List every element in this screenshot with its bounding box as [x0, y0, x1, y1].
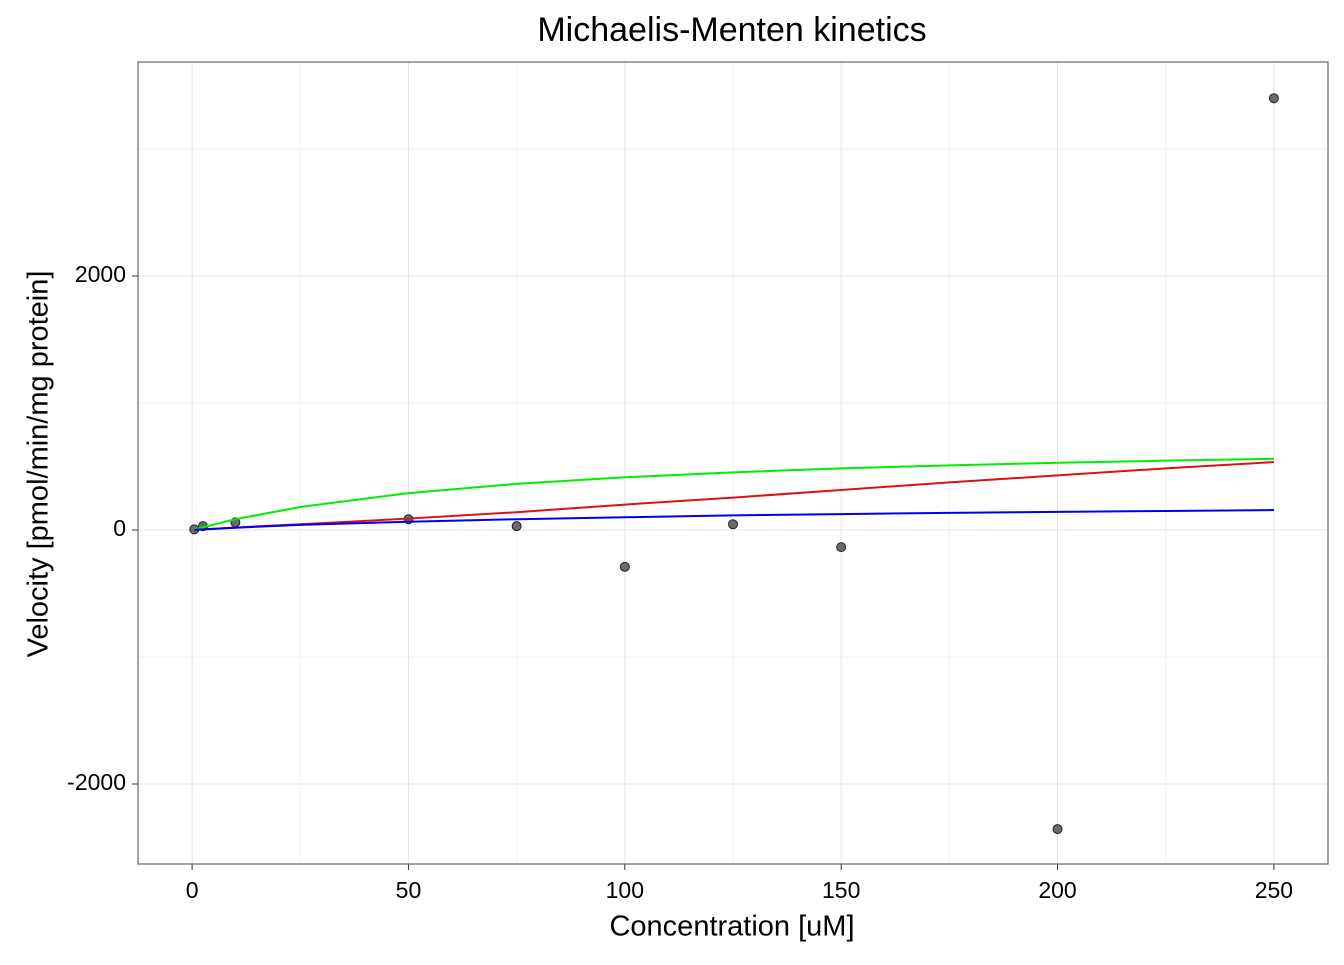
x-tick-label: 50: [396, 877, 422, 903]
fit-line: [194, 509, 1274, 531]
y-tick-label: 0: [113, 515, 126, 541]
x-axis-label: Concentration [uM]: [609, 911, 854, 943]
x-tick-label: 0: [186, 877, 199, 903]
data-point: [619, 561, 630, 572]
y-tick-label: 2000: [75, 261, 126, 287]
data-point: [728, 519, 738, 530]
data-point: [1052, 824, 1063, 835]
x-tick-label: 250: [1255, 877, 1293, 903]
chart-title: Michaelis-Menten kinetics: [537, 11, 926, 49]
y-axis-label: Velocity [pmol/min/mg protein]: [23, 271, 55, 658]
x-tick-label: 150: [822, 877, 860, 903]
data-point: [511, 521, 522, 532]
data-point: [836, 542, 847, 553]
plot-border: [137, 61, 1329, 865]
x-tick-label: 200: [1038, 877, 1076, 903]
x-tick-label: 100: [606, 877, 644, 903]
y-tick-label: -2000: [67, 769, 126, 795]
fit-line: [194, 457, 1274, 531]
data-point: [1268, 93, 1279, 104]
